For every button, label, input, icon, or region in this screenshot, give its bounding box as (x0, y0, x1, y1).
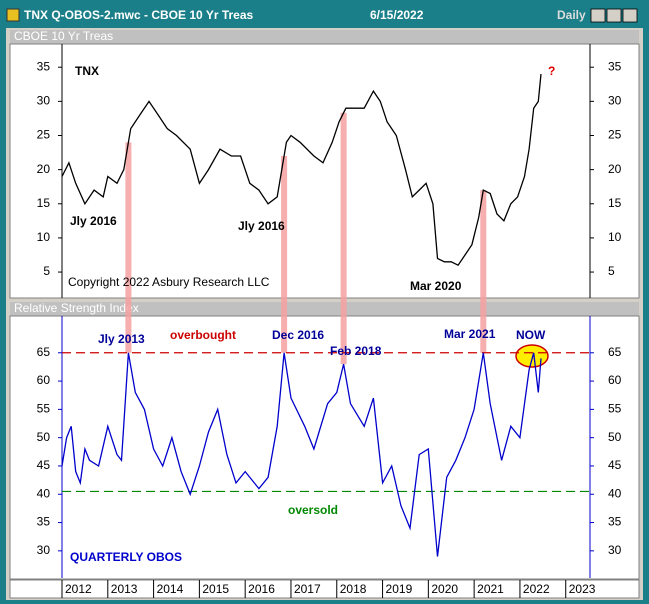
y-tick-label: 65 (608, 345, 622, 359)
y-tick-label: 15 (608, 196, 622, 210)
annotation: Jly 2016 (238, 219, 285, 233)
x-tick-label: 2021 (477, 582, 504, 596)
y-tick-label: 35 (608, 515, 622, 529)
pane-title-bar (10, 30, 639, 44)
window-title: TNX Q-OBOS-2.mwc - CBOE 10 Yr Treas (24, 8, 254, 22)
y-tick-label: 55 (608, 402, 622, 416)
y-tick-label: 30 (37, 543, 51, 557)
y-tick-label: 25 (608, 128, 622, 142)
y-tick-label: 20 (608, 162, 622, 176)
window-buttons (590, 8, 638, 23)
y-tick-label: 60 (37, 373, 51, 387)
x-tick-label: 2022 (523, 582, 550, 596)
y-tick-label: 45 (37, 458, 51, 472)
y-tick-label: 45 (608, 458, 622, 472)
annotation: TNX (75, 64, 99, 78)
period: Daily (557, 8, 586, 22)
minimize-button[interactable] (590, 8, 606, 23)
annotation: ? (548, 64, 555, 78)
highlight-bar (281, 155, 288, 353)
y-tick-label: 30 (608, 543, 622, 557)
x-tick-label: 2019 (386, 582, 413, 596)
y-tick-label: 55 (37, 402, 51, 416)
y-tick-label: 65 (37, 345, 51, 359)
x-tick-label: 2020 (431, 582, 458, 596)
reference-label: oversold (288, 503, 338, 517)
y-tick-label: 30 (37, 94, 51, 108)
window-date: 6/15/2022 (370, 8, 424, 22)
y-tick-label: 20 (37, 162, 51, 176)
x-tick-label: 2014 (157, 582, 184, 596)
highlight-bar (340, 112, 347, 365)
y-tick-label: 40 (37, 486, 51, 500)
annotation: Copyright 2022 Asbury Research LLC (68, 275, 270, 289)
annotation: Mar 2021 (444, 327, 496, 341)
annotation: Jly 2013 (98, 332, 145, 346)
y-tick-label: 50 (608, 430, 622, 444)
pane-title: CBOE 10 Yr Treas (14, 29, 113, 43)
annotation: Mar 2020 (410, 279, 462, 293)
y-tick-label: 5 (43, 264, 50, 278)
y-tick-label: 10 (37, 230, 51, 244)
highlight-bar (480, 190, 487, 353)
y-tick-label: 35 (608, 59, 622, 73)
now-highlight (515, 344, 549, 368)
pane-title: Relative Strength Index (14, 301, 139, 315)
y-tick-label: 35 (37, 59, 51, 73)
x-tick-label: 2016 (248, 582, 275, 596)
annotation: Jly 2016 (70, 214, 117, 228)
data-line (61, 352, 542, 557)
price-pane (9, 43, 640, 299)
y-tick-label: 60 (608, 373, 622, 387)
y-tick-label: 15 (37, 196, 51, 210)
annotation: Dec 2016 (272, 328, 324, 342)
maximize-button[interactable] (606, 8, 622, 23)
y-tick-label: 30 (608, 94, 622, 108)
title-bar (0, 0, 649, 28)
x-tick-label: 2023 (569, 582, 596, 596)
data-line (61, 73, 542, 267)
x-tick-label: 2012 (65, 582, 92, 596)
x-axis-bar (9, 579, 640, 599)
y-tick-label: 5 (608, 264, 615, 278)
y-tick-label: 40 (608, 486, 622, 500)
x-tick-label: 2013 (111, 582, 138, 596)
x-tick-label: 2018 (340, 582, 367, 596)
close-button[interactable] (622, 8, 638, 23)
y-tick-label: 25 (37, 128, 51, 142)
x-tick-label: 2017 (294, 582, 321, 596)
y-tick-label: 50 (37, 430, 51, 444)
y-tick-label: 35 (37, 515, 51, 529)
y-tick-label: 10 (608, 230, 622, 244)
annotation: Feb 2018 (330, 344, 382, 358)
highlight-bar (125, 142, 132, 353)
annotation: NOW (516, 328, 546, 342)
x-tick-label: 2015 (202, 582, 229, 596)
annotation: QUARTERLY OBOS (70, 550, 182, 564)
app-icon (6, 8, 20, 22)
reference-label: overbought (170, 328, 236, 342)
